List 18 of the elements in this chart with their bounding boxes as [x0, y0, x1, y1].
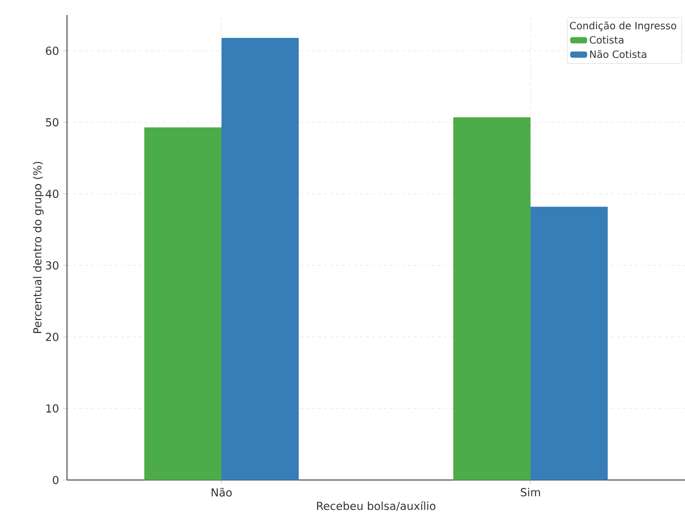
legend-title: Condição de Ingresso — [570, 22, 676, 32]
bar — [530, 206, 608, 480]
y-tick-label: 0 — [52, 476, 58, 484]
y-axis-title: Percentual dentro do grupo (%) — [32, 162, 44, 333]
bar — [453, 117, 531, 480]
bar — [144, 127, 222, 480]
y-tick-label: 40 — [46, 190, 58, 198]
x-tick-label: Sim — [520, 488, 540, 496]
bar — [222, 38, 299, 480]
y-tick-label: 50 — [46, 118, 58, 126]
y-tick-label: 10 — [46, 404, 58, 413]
legend-label: Cotista — [590, 36, 624, 44]
y-tick-label: 60 — [46, 46, 58, 55]
x-tick-label: Não — [212, 488, 232, 497]
x-axis-title: Recebeu bolsa/auxílio — [317, 501, 436, 511]
y-tick-label: 30 — [46, 261, 58, 270]
legend-label: Não Cotista — [590, 50, 646, 58]
y-tick-label: 20 — [46, 332, 58, 342]
